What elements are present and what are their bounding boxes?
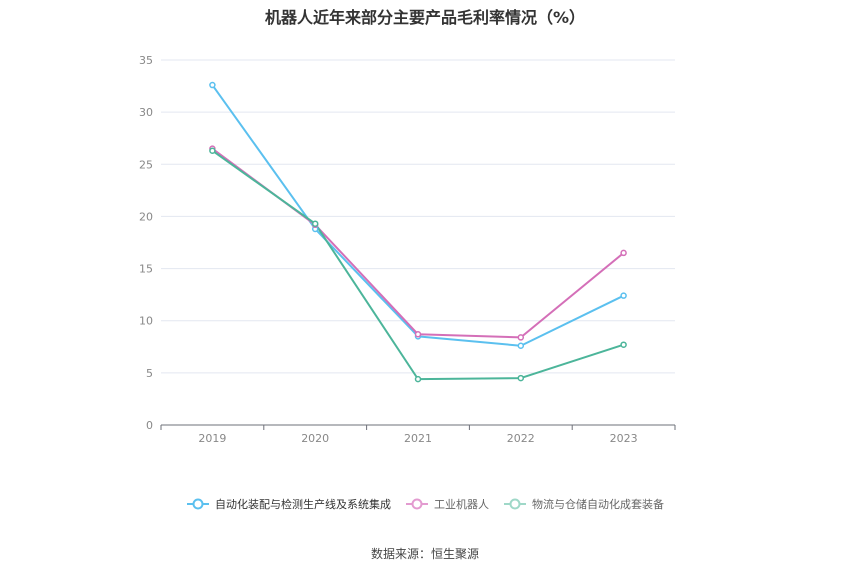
legend-item-industrial-robot[interactable]: 工业机器人 [405, 496, 489, 512]
data-point-2 [517, 374, 525, 382]
y-tick-label: 20 [139, 210, 153, 223]
legend: 自动化装配与检测生产线及系统集成 工业机器人 物流与仓储自动化成套装备 [0, 496, 850, 512]
data-point-2 [209, 147, 216, 154]
legend-item-automation-line[interactable]: 自动化装配与检测生产线及系统集成 [186, 496, 391, 512]
legend-item-logistics[interactable]: 物流与仓储自动化成套装备 [503, 496, 664, 512]
line-chart: 0 5 10 15 20 25 30 35 2019 2020 2021 2022 2023 [139, 54, 676, 445]
y-tick-label: 30 [139, 106, 153, 119]
data-point-2 [311, 220, 319, 227]
data-point-1 [414, 331, 422, 338]
x-tick-label: 2022 [507, 432, 535, 445]
data-point-0 [620, 292, 627, 299]
data-point-1 [517, 334, 525, 341]
y-tick-label: 5 [146, 367, 153, 380]
chart-title: 机器人近年来部分主要产品毛利率情况（%） [264, 8, 586, 27]
data-point-1 [620, 249, 627, 257]
data-point-2 [620, 341, 627, 348]
x-tick-label: 2023 [610, 432, 638, 445]
y-tick-label: 0 [146, 419, 153, 432]
series-line-1 [211, 147, 625, 339]
y-tick-label: 35 [139, 54, 153, 67]
x-tick-label: 2020 [301, 432, 329, 445]
axes: 0 5 10 15 20 25 30 35 2019 2020 2021 2022 2023 [139, 54, 676, 445]
y-tick-label: 25 [139, 158, 153, 171]
series-lines [209, 81, 627, 383]
data-point-2 [414, 375, 422, 383]
x-tick-label: 2021 [404, 432, 432, 445]
data-source: 数据来源：恒生聚源 [370, 547, 479, 561]
series-line-2 [211, 149, 624, 381]
data-point-0 [517, 342, 525, 349]
y-tick-label: 10 [139, 315, 153, 328]
legend-label: 物流与仓储自动化成套装备 [532, 498, 664, 511]
series-line-0 [211, 84, 625, 347]
y-tick-label: 15 [139, 263, 153, 276]
legend-label: 自动化装配与检测生产线及系统集成 [215, 498, 391, 511]
legend-marker-icon [406, 498, 428, 510]
x-tick-label: 2019 [198, 432, 226, 445]
legend-marker-icon [504, 498, 526, 510]
legend-marker-icon [187, 498, 209, 510]
data-point-0 [209, 81, 216, 89]
legend-label: 工业机器人 [434, 498, 489, 511]
grid-lines [161, 59, 675, 374]
